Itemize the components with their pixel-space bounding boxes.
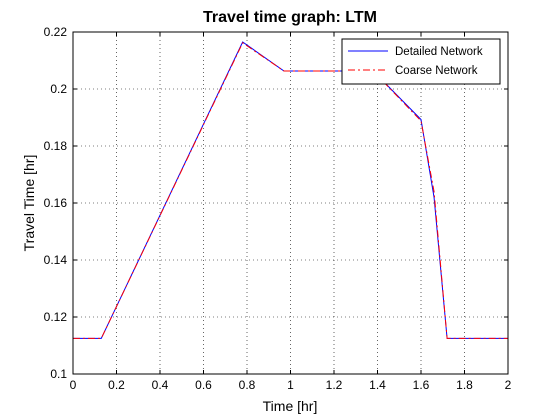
axis-ticks: 0 0.2 0.4 0.6 0.8 1 1.2 1.4 1.6 1.8 2 0.1 0.12 0.14 0.…: [44, 25, 512, 392]
x-tick-label: 0.2: [108, 378, 125, 392]
y-axis-label: Travel Time [hr]: [21, 155, 37, 252]
legend: Detailed Network Coarse Network: [341, 38, 501, 85]
y-tick-label: 0.12: [44, 310, 68, 324]
x-tick-label: 0.8: [239, 378, 256, 392]
x-tick-label: 1.8: [456, 378, 473, 392]
x-tick-label: 0.6: [195, 378, 212, 392]
x-tick-label: 1.4: [369, 378, 386, 392]
x-tick-label: 0: [70, 378, 77, 392]
x-tick-label: 1: [287, 378, 294, 392]
legend-box: [341, 38, 501, 85]
x-tick-label: 1.6: [413, 378, 430, 392]
legend-label-detailed: Detailed Network: [395, 46, 483, 58]
x-axis-label: Time [hr]: [263, 398, 318, 414]
y-tick-label: 0.2: [50, 82, 67, 96]
y-tick-label: 0.16: [44, 196, 68, 210]
legend-label-coarse: Coarse Network: [395, 65, 478, 77]
chart-title: Travel time graph: LTM: [203, 9, 377, 26]
y-tick-label: 0.1: [50, 367, 67, 381]
x-tick-label: 0.4: [152, 378, 169, 392]
y-tick-label: 0.14: [44, 253, 68, 267]
grid-lines: [73, 32, 508, 374]
x-tick-label: 1.2: [326, 378, 343, 392]
y-tick-label: 0.22: [44, 25, 68, 39]
y-tick-label: 0.18: [44, 139, 68, 153]
x-tick-label: 2: [505, 378, 512, 392]
